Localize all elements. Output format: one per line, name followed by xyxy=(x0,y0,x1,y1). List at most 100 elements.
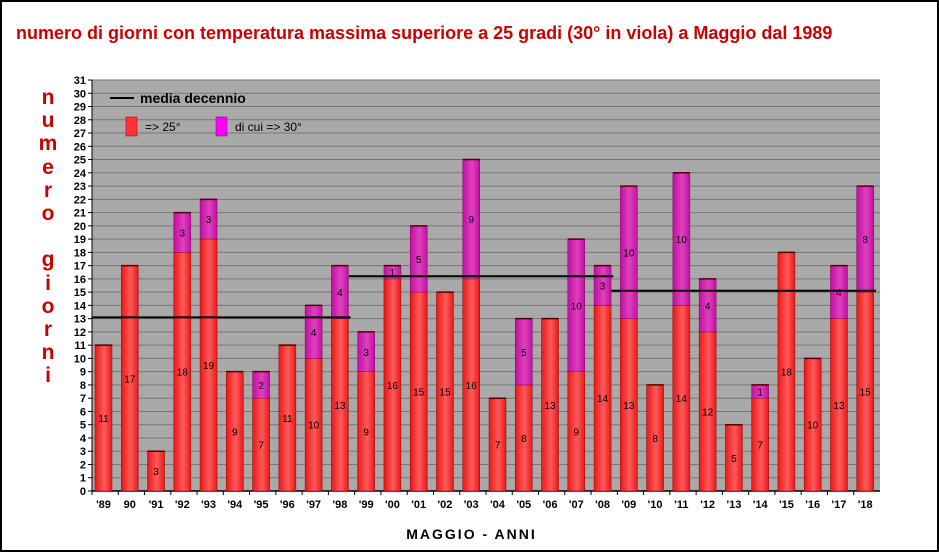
x-tick-label: '03 xyxy=(464,499,479,511)
bar-label-gt30: 9 xyxy=(468,215,474,226)
y-tick-label: 10 xyxy=(74,353,86,365)
bar-label-gt25: 9 xyxy=(574,427,580,438)
y-tick-label: 14 xyxy=(74,300,87,312)
bar-label-gt30: 3 xyxy=(363,348,369,359)
bar-label-gt30: 5 xyxy=(416,255,422,266)
x-tick-label: '15 xyxy=(779,499,794,511)
bar-label-gt30: 4 xyxy=(705,301,711,312)
bar-label-gt25: 14 xyxy=(676,394,688,405)
x-tick-label: '11 xyxy=(674,499,688,511)
legend-gt30-swatch xyxy=(215,116,228,137)
bar-label-gt30: 4 xyxy=(337,288,343,299)
x-tick-label: '95 xyxy=(254,499,269,511)
bar-label-gt25: 18 xyxy=(177,368,189,379)
y-tick-label: 21 xyxy=(74,208,86,220)
y-tick-label: 13 xyxy=(74,314,86,326)
y-tick-label: 22 xyxy=(74,194,86,206)
bar-label-gt25: 15 xyxy=(439,388,451,399)
y-tick-label: 31 xyxy=(74,75,86,87)
y-tick-label: 18 xyxy=(74,247,86,259)
legend-gt25-label: => 25° xyxy=(145,120,181,134)
bar-label-gt25: 10 xyxy=(308,421,320,432)
y-tick-label: 1 xyxy=(80,473,86,485)
bar-label-gt30: 3 xyxy=(206,215,212,226)
y-tick-label: 25 xyxy=(74,155,86,167)
y-tick-label: 28 xyxy=(74,115,86,127)
x-tick-label: '12 xyxy=(700,499,715,511)
x-tick-label: '06 xyxy=(543,499,558,511)
bar-label-gt25: 11 xyxy=(98,414,109,425)
bar-label-gt25: 19 xyxy=(203,361,215,372)
y-tick-label: 30 xyxy=(74,88,86,100)
bar-label-gt30: 10 xyxy=(676,235,688,246)
x-tick-label: '13 xyxy=(726,499,741,511)
x-tick-label: '09 xyxy=(621,499,636,511)
bar-label-gt25: 7 xyxy=(757,441,763,452)
bar-label-gt25: 13 xyxy=(544,401,556,412)
x-tick-label: '96 xyxy=(280,499,295,511)
y-tick-label: 16 xyxy=(74,274,86,286)
x-tick-label: '92 xyxy=(175,499,190,511)
x-tick-label: '02 xyxy=(438,499,453,511)
x-tick-label: '07 xyxy=(569,499,584,511)
y-tick-label: 23 xyxy=(74,181,86,193)
y-tick-label: 4 xyxy=(80,433,87,445)
y-tick-label: 0 xyxy=(80,486,86,498)
y-tick-label: 19 xyxy=(74,234,86,246)
legend-gt25-swatch xyxy=(125,116,138,137)
x-tick-label: '17 xyxy=(832,499,847,511)
x-tick-label: '89 xyxy=(96,499,111,511)
x-tick-label: '98 xyxy=(332,499,347,511)
bar-label-gt25: 9 xyxy=(363,427,369,438)
y-axis-label-letter: m xyxy=(38,132,58,156)
x-tick-label: '00 xyxy=(385,499,400,511)
bar-label-gt25: 8 xyxy=(521,434,527,445)
x-tick-label: '91 xyxy=(149,499,164,511)
y-tick-label: 2 xyxy=(80,459,86,471)
bar-label-gt30: 8 xyxy=(862,235,868,246)
x-tick-label: '93 xyxy=(201,499,216,511)
y-axis-label-letter: n xyxy=(41,86,55,109)
x-tick-label: '94 xyxy=(227,499,243,511)
y-axis-label-letter: r xyxy=(43,178,53,202)
y-axis-label-letter: u xyxy=(41,109,55,133)
x-tick-label: '18 xyxy=(858,499,873,511)
bar-label-gt30: 1 xyxy=(757,388,763,399)
y-tick-label: 5 xyxy=(80,420,86,432)
y-tick-label: 7 xyxy=(80,393,86,405)
y-tick-label: 11 xyxy=(74,340,86,352)
bar-label-gt25: 15 xyxy=(413,388,425,399)
y-tick-label: 20 xyxy=(74,221,86,233)
bar-label-gt25: 3 xyxy=(153,467,159,478)
bar-label-gt25: 14 xyxy=(597,394,609,405)
bar-label-gt25: 15 xyxy=(860,388,872,399)
bar-label-gt30: 3 xyxy=(180,228,186,239)
bar-label-gt30: 4 xyxy=(311,328,317,339)
bar-label-gt25: 7 xyxy=(258,441,264,452)
y-tick-label: 6 xyxy=(80,406,86,418)
bar-label-gt25: 18 xyxy=(781,368,793,379)
bar-label-gt30: 10 xyxy=(623,248,635,259)
y-tick-label: 8 xyxy=(80,380,86,392)
bar-label-gt25: 17 xyxy=(124,374,136,385)
x-tick-label: 90 xyxy=(124,499,136,511)
legend-mean-label: media decennio xyxy=(140,90,246,106)
bar-label-gt25: 13 xyxy=(833,401,845,412)
bar-label-gt25: 13 xyxy=(623,401,635,412)
chart-title: numero di giorni con temperatura massima… xyxy=(16,23,833,43)
y-tick-label: 3 xyxy=(80,446,86,458)
bar-label-gt30: 5 xyxy=(521,348,527,359)
x-tick-label: '08 xyxy=(595,499,610,511)
bar-label-gt30: 2 xyxy=(258,381,264,392)
y-axis-label-letter: i xyxy=(45,364,51,388)
bar-label-gt25: 16 xyxy=(387,381,399,392)
y-tick-label: 17 xyxy=(74,261,86,273)
y-axis-label-letter: i xyxy=(45,271,51,295)
bar-label-gt25: 10 xyxy=(807,421,819,432)
legend-gt30-label: di cui => 30° xyxy=(235,120,302,134)
bar-label-gt25: 9 xyxy=(232,427,238,438)
y-axis-label-letter: r xyxy=(43,317,53,341)
x-tick-label: '10 xyxy=(648,499,663,511)
